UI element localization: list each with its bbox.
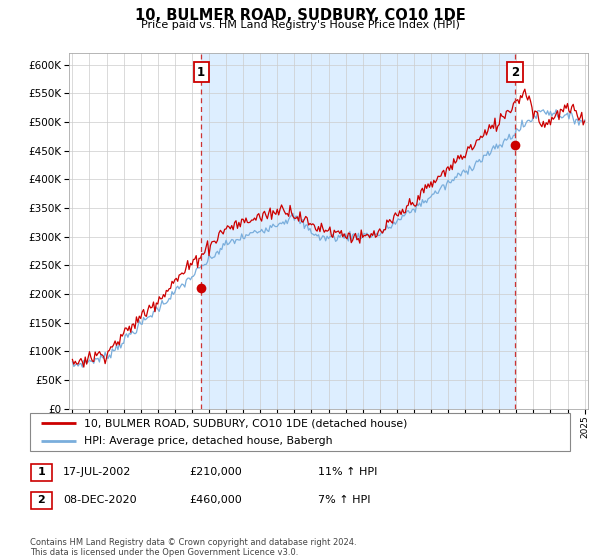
Text: HPI: Average price, detached house, Babergh: HPI: Average price, detached house, Babe… bbox=[84, 436, 332, 446]
Text: 7% ↑ HPI: 7% ↑ HPI bbox=[318, 494, 371, 505]
Text: 11% ↑ HPI: 11% ↑ HPI bbox=[318, 466, 377, 477]
Text: 2: 2 bbox=[38, 495, 45, 505]
Text: 10, BULMER ROAD, SUDBURY, CO10 1DE: 10, BULMER ROAD, SUDBURY, CO10 1DE bbox=[134, 8, 466, 24]
Text: 08-DEC-2020: 08-DEC-2020 bbox=[63, 494, 137, 505]
Text: 1: 1 bbox=[38, 467, 45, 477]
Bar bbox=[201, 53, 515, 409]
Text: 2: 2 bbox=[511, 66, 519, 78]
Text: 17-JUL-2002: 17-JUL-2002 bbox=[63, 466, 131, 477]
Text: 1: 1 bbox=[197, 66, 205, 78]
Text: £210,000: £210,000 bbox=[189, 466, 242, 477]
Text: 10, BULMER ROAD, SUDBURY, CO10 1DE (detached house): 10, BULMER ROAD, SUDBURY, CO10 1DE (deta… bbox=[84, 418, 407, 428]
Text: Contains HM Land Registry data © Crown copyright and database right 2024.
This d: Contains HM Land Registry data © Crown c… bbox=[30, 538, 356, 557]
Text: Price paid vs. HM Land Registry's House Price Index (HPI): Price paid vs. HM Land Registry's House … bbox=[140, 20, 460, 30]
Text: £460,000: £460,000 bbox=[189, 494, 242, 505]
